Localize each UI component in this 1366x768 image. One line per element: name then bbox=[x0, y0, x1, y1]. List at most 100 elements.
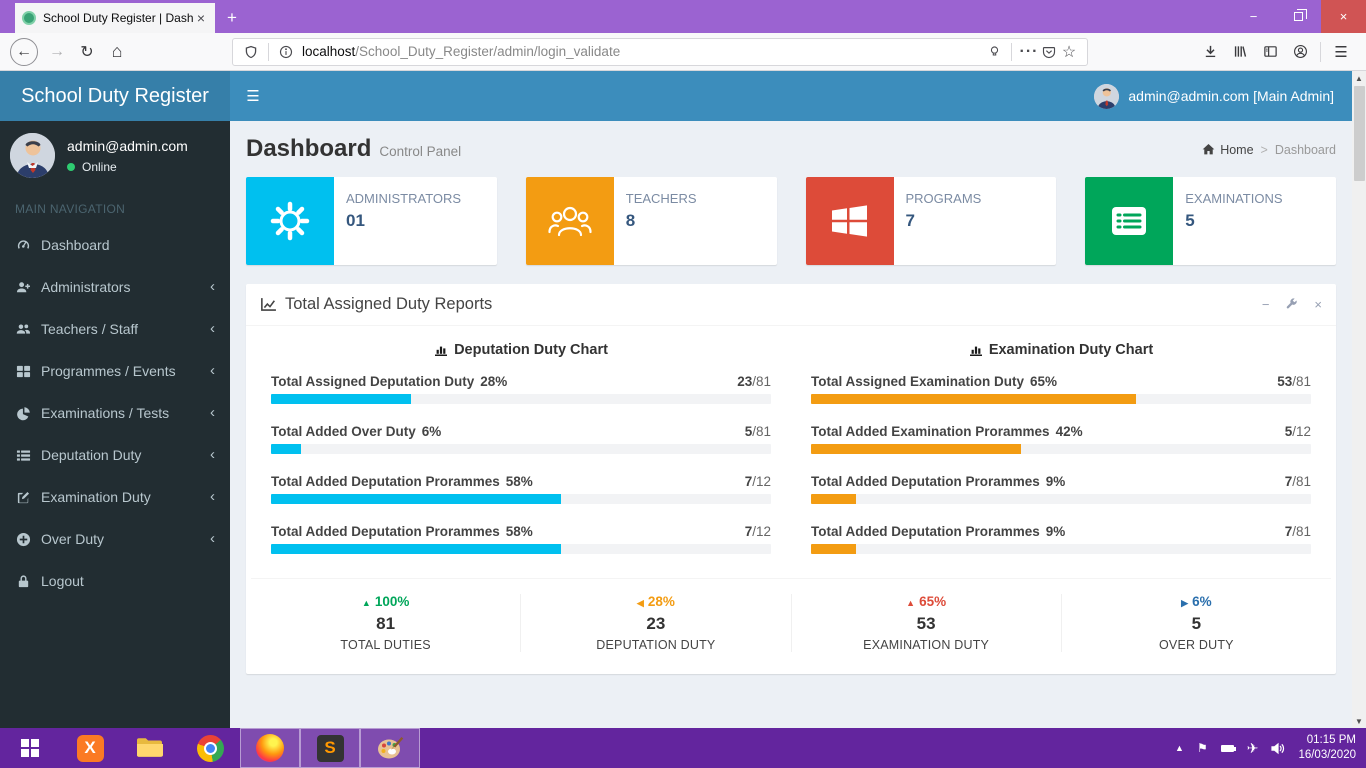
info-icon[interactable] bbox=[276, 45, 296, 59]
url-host: localhost bbox=[302, 44, 356, 59]
back-button[interactable]: ← bbox=[10, 37, 38, 66]
teachers-icon bbox=[525, 177, 614, 265]
browser-tab[interactable]: School Duty Register | Dashboa × bbox=[15, 3, 215, 33]
panel-collapse-button[interactable]: − bbox=[1261, 297, 1270, 312]
vertical-scrollbar[interactable]: ▲ ▼ bbox=[1352, 71, 1366, 728]
scroll-up-arrow[interactable]: ▲ bbox=[1355, 73, 1363, 83]
sidebar-toggle-button[interactable]: ☰ bbox=[246, 88, 260, 105]
taskbar-paint-button[interactable] bbox=[360, 728, 420, 768]
bookmark-star-icon[interactable]: ☆ bbox=[1061, 43, 1077, 61]
side-menu: Dashboard Administrators ‹ Teachers / St… bbox=[0, 224, 230, 602]
user-email: admin@admin.com bbox=[67, 137, 188, 154]
account-icon[interactable] bbox=[1285, 37, 1315, 67]
paint-icon bbox=[378, 737, 404, 759]
urlbar-divider bbox=[1011, 42, 1012, 61]
stat-over-duty: ▶ 6% 5 OVER DUTY bbox=[1060, 594, 1331, 652]
volume-icon[interactable] bbox=[1271, 742, 1285, 755]
shield-icon[interactable] bbox=[241, 45, 261, 59]
taskbar-chrome-button[interactable] bbox=[180, 728, 240, 768]
info-box-label: TEACHERS bbox=[625, 191, 697, 206]
progress-row: Total Assigned Examination Duty 65% 53/81 bbox=[811, 374, 1311, 404]
pocket-icon[interactable] bbox=[1039, 45, 1059, 59]
progress-row: Total Assigned Deputation Duty 28% 23/81 bbox=[271, 374, 771, 404]
panel-footer-stats: ▲ 100% 81 TOTAL DUTIES ◀ 28% 23 DEPUTATION… bbox=[251, 578, 1331, 674]
window-minimize-button[interactable]: − bbox=[1249, 9, 1258, 24]
windows-taskbar: X S ▲ ⚑ ✈ 01:15 PM 16/03/2020 bbox=[0, 728, 1366, 768]
sidebar-item-examination-duty[interactable]: Examination Duty ‹ bbox=[0, 476, 230, 518]
user-status[interactable]: Online bbox=[67, 160, 188, 174]
system-tray: ▲ ⚑ ✈ 01:15 PM 16/03/2020 bbox=[1175, 728, 1366, 768]
online-dot-icon bbox=[67, 162, 75, 171]
avatar bbox=[1094, 83, 1120, 109]
taskbar-sublime-button[interactable]: S bbox=[300, 728, 360, 768]
firefox-icon bbox=[256, 734, 284, 762]
tab-close-icon[interactable]: × bbox=[196, 10, 205, 26]
info-box-row: ADMINISTRATORS 01 TEACHERS 8 bbox=[246, 177, 1336, 265]
highlight-lamp-icon[interactable] bbox=[984, 45, 1004, 58]
downloads-icon[interactable] bbox=[1195, 37, 1225, 67]
breadcrumb: Home > Dashboard bbox=[1202, 143, 1336, 157]
sidebar-item-dashboard[interactable]: Dashboard bbox=[0, 224, 230, 266]
info-box-value: 7 bbox=[905, 211, 915, 230]
panel-close-button[interactable]: × bbox=[1314, 297, 1322, 312]
taskbar-xampp-button[interactable]: X bbox=[60, 728, 120, 768]
panel-body: Deputation Duty Chart Total Assigned Dep… bbox=[246, 326, 1336, 674]
new-tab-button[interactable]: + bbox=[227, 8, 237, 27]
brand-logo[interactable]: School Duty Register bbox=[0, 71, 230, 121]
breadcrumb-home-link[interactable]: Home bbox=[1220, 142, 1254, 157]
progress-row: Total Added Examination Prorammes 42% 5/12 bbox=[811, 424, 1311, 454]
url-bar[interactable]: localhost/School_Duty_Register/admin/log… bbox=[232, 37, 1088, 66]
browser-toolbar: ← → ↻ ⌂ localhost/School_Duty_Register/a… bbox=[0, 33, 1366, 71]
panel-settings-wrench-icon[interactable] bbox=[1285, 297, 1298, 313]
forward-button[interactable]: → bbox=[49, 42, 65, 60]
scroll-down-arrow[interactable]: ▼ bbox=[1355, 716, 1363, 726]
chrome-icon bbox=[196, 734, 224, 762]
sidebar-item-examinations-tests[interactable]: Examinations / Tests ‹ bbox=[0, 392, 230, 434]
sidebar-item-deputation-duty[interactable]: Deputation Duty ‹ bbox=[0, 434, 230, 476]
browser-menu-icon[interactable]: ☰ bbox=[1334, 43, 1348, 61]
caret-left-icon: ◀ bbox=[636, 598, 644, 608]
progress-bar bbox=[271, 544, 771, 554]
progress-row: Total Added Deputation Prorammes 9% 7/81 bbox=[811, 524, 1311, 554]
sidebar-item-teachers-staff[interactable]: Teachers / Staff ‹ bbox=[0, 308, 230, 350]
battery-icon[interactable] bbox=[1220, 744, 1236, 752]
sidebars-icon[interactable] bbox=[1255, 37, 1285, 67]
progress-bar bbox=[271, 444, 771, 454]
taskbar-firefox-button[interactable] bbox=[240, 728, 300, 768]
library-icon[interactable] bbox=[1225, 37, 1255, 67]
progress-row: Total Added Deputation Prorammes 58% 7/12 bbox=[271, 474, 771, 504]
panel-header: Total Assigned Duty Reports − × bbox=[246, 284, 1336, 326]
language-flag-icon[interactable]: ⚑ bbox=[1196, 741, 1208, 755]
sidebar-item-logout[interactable]: Logout bbox=[0, 560, 230, 602]
sidebar-item-administrators[interactable]: Administrators ‹ bbox=[0, 266, 230, 308]
airplane-mode-icon[interactable]: ✈ bbox=[1246, 739, 1259, 756]
sidebar-item-programmes-events[interactable]: Programmes / Events ‹ bbox=[0, 350, 230, 392]
home-button[interactable]: ⌂ bbox=[111, 41, 123, 61]
scrollbar-thumb[interactable] bbox=[1353, 86, 1365, 181]
taskbar-explorer-button[interactable] bbox=[120, 728, 180, 768]
windows-logo-icon bbox=[21, 739, 39, 757]
window-restore-button[interactable] bbox=[1276, 0, 1321, 33]
topnav-user-menu[interactable]: admin@admin.com [Main Admin] bbox=[1094, 83, 1334, 109]
page-title: Dashboard bbox=[246, 135, 372, 162]
taskbar-clock[interactable]: 01:15 PM 16/03/2020 bbox=[1298, 733, 1356, 763]
tray-expand-icon[interactable]: ▲ bbox=[1175, 743, 1184, 753]
start-button[interactable] bbox=[0, 728, 60, 768]
caret-right-icon: ▶ bbox=[1181, 598, 1189, 608]
caret-up-icon: ▲ bbox=[361, 598, 371, 608]
sidebar-item-over-duty[interactable]: Over Duty ‹ bbox=[0, 518, 230, 560]
progress-bar bbox=[271, 394, 771, 404]
browser-titlebar: School Duty Register | Dashboa × + − × bbox=[0, 0, 1366, 33]
page-actions-icon[interactable]: ··· bbox=[1019, 42, 1039, 60]
line-chart-icon bbox=[261, 298, 276, 311]
reload-button[interactable]: ↻ bbox=[80, 43, 94, 61]
info-box-administrators: ADMINISTRATORS 01 bbox=[246, 177, 497, 265]
info-box-value: 8 bbox=[625, 211, 636, 230]
clock-date: 16/03/2020 bbox=[1298, 749, 1356, 761]
top-navbar: ☰ admin@admin.com [Main Admin] bbox=[230, 71, 1366, 121]
user-panel: admin@admin.com Online bbox=[0, 121, 230, 190]
sidebar: School Duty Register admin@admin.com Onl… bbox=[0, 71, 230, 728]
info-box-teachers: TEACHERS 8 bbox=[525, 177, 777, 265]
window-close-button[interactable]: × bbox=[1321, 0, 1366, 33]
chart-title: Examination Duty Chart bbox=[811, 342, 1311, 358]
